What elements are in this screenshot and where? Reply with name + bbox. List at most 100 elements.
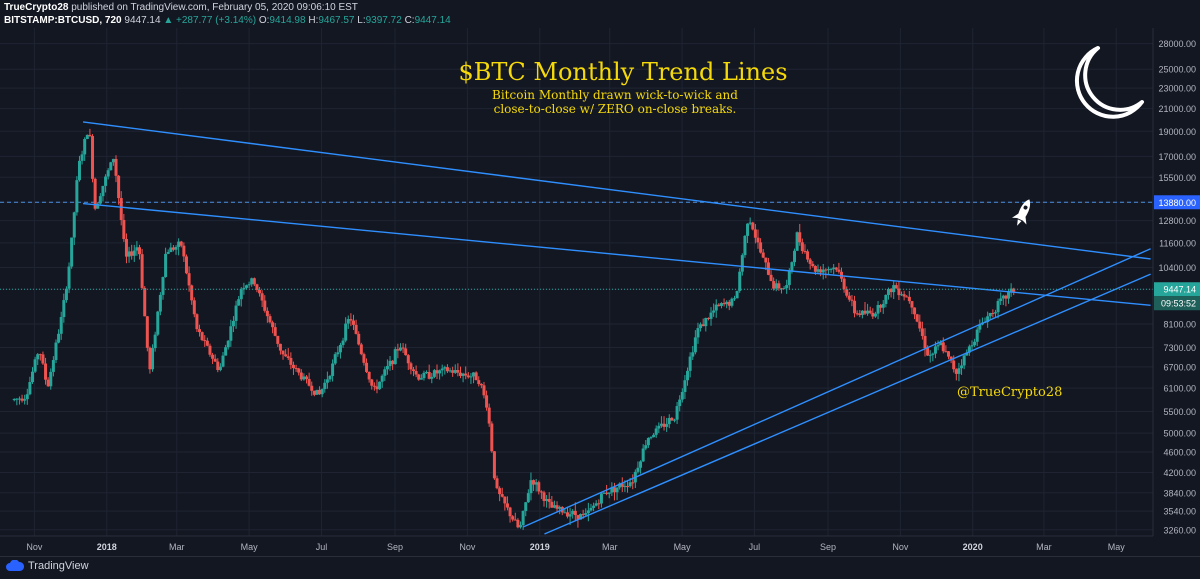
candle bbox=[558, 505, 562, 515]
author-name[interactable]: TrueCrypto28 bbox=[4, 2, 69, 13]
candle-body bbox=[829, 268, 833, 270]
candle-body bbox=[260, 293, 264, 301]
candle-body bbox=[362, 354, 366, 363]
candle-body bbox=[336, 352, 340, 355]
time-tick-label: Nov bbox=[26, 542, 43, 552]
candle-body bbox=[571, 510, 575, 515]
candle bbox=[761, 248, 765, 259]
candle bbox=[456, 363, 460, 377]
candle-body bbox=[910, 301, 914, 308]
candle bbox=[83, 137, 87, 161]
candle-body bbox=[70, 237, 74, 267]
candle-body bbox=[618, 483, 622, 488]
candle-body bbox=[944, 351, 948, 353]
candle bbox=[999, 292, 1003, 305]
candle-body bbox=[72, 212, 76, 238]
brand-label: TradingView bbox=[28, 560, 89, 572]
chart-background bbox=[0, 28, 1200, 556]
candle bbox=[281, 350, 285, 360]
candle bbox=[683, 375, 687, 399]
candle bbox=[458, 366, 462, 379]
candle bbox=[719, 302, 723, 309]
candle-body bbox=[276, 335, 280, 344]
candle bbox=[231, 316, 235, 333]
candle-body bbox=[816, 269, 820, 272]
candle-body bbox=[594, 503, 598, 506]
moon-icon bbox=[1075, 46, 1144, 119]
candle-body bbox=[860, 310, 864, 316]
time-tick-label: Nov bbox=[459, 542, 476, 552]
candle bbox=[302, 373, 306, 381]
candle bbox=[519, 521, 523, 529]
candle-body bbox=[672, 419, 676, 421]
candle bbox=[15, 398, 19, 406]
candle bbox=[414, 365, 418, 378]
candle bbox=[479, 383, 483, 389]
candle-body bbox=[135, 247, 139, 251]
candle bbox=[492, 451, 496, 480]
candle-body bbox=[646, 438, 650, 446]
candle bbox=[730, 297, 734, 308]
candle-body bbox=[751, 222, 755, 230]
candle-body bbox=[169, 247, 173, 253]
candle-body bbox=[552, 505, 556, 508]
candle bbox=[143, 286, 147, 317]
candle-body bbox=[626, 486, 630, 488]
candle bbox=[727, 299, 731, 311]
candle bbox=[344, 317, 348, 343]
candle bbox=[688, 352, 692, 378]
candle-body bbox=[310, 385, 314, 391]
candle bbox=[993, 309, 997, 318]
candle-body bbox=[305, 376, 309, 380]
candle bbox=[806, 249, 810, 263]
candle-body bbox=[255, 284, 259, 290]
candle bbox=[307, 372, 311, 387]
candle bbox=[310, 381, 314, 396]
candle-body bbox=[563, 512, 567, 514]
candle bbox=[920, 321, 924, 340]
candle bbox=[584, 508, 588, 517]
candle-body bbox=[868, 310, 872, 313]
candle bbox=[28, 376, 32, 396]
candle-body bbox=[111, 158, 115, 163]
candle bbox=[576, 514, 580, 528]
candle-body bbox=[177, 241, 181, 247]
candle-body bbox=[993, 312, 997, 314]
price-tick-label: 21000.00 bbox=[1158, 104, 1196, 114]
last-price-tag-text: 9447.14 bbox=[1163, 285, 1196, 295]
candle-body bbox=[57, 333, 61, 343]
candle bbox=[842, 276, 846, 293]
candle-body bbox=[302, 376, 306, 380]
price-tick-label: 12800.00 bbox=[1158, 216, 1196, 226]
candle-body bbox=[312, 390, 316, 395]
candle-body bbox=[41, 354, 45, 364]
candle bbox=[114, 155, 118, 183]
candle-body bbox=[117, 175, 121, 199]
candle bbox=[490, 421, 494, 453]
candle bbox=[970, 340, 974, 351]
candle bbox=[988, 312, 992, 320]
candle bbox=[847, 292, 851, 302]
tradingview-logo[interactable]: TradingView bbox=[6, 560, 89, 572]
candle bbox=[111, 158, 115, 166]
chart-annotation-subtitle: Bitcoin Monthly drawn wick-to-wick and c… bbox=[492, 88, 738, 116]
candle-body bbox=[636, 467, 640, 472]
candle-body bbox=[208, 345, 212, 355]
candle-body bbox=[299, 372, 303, 380]
trend-line-1 bbox=[82, 121, 1151, 260]
candle bbox=[333, 352, 337, 366]
candle-body bbox=[779, 288, 783, 290]
time-tick-label: Sep bbox=[820, 542, 836, 552]
price-chart[interactable]: 28000.00 25000.00 23000.00 21000.00 19000.00… bbox=[0, 28, 1200, 556]
candle bbox=[184, 254, 188, 275]
symbol-label[interactable]: BITSTAMP:BTCUSD, 720 bbox=[4, 15, 122, 26]
candle-body bbox=[503, 496, 507, 504]
candle bbox=[746, 223, 750, 244]
candle bbox=[406, 354, 410, 370]
candle-body bbox=[892, 285, 896, 293]
candle-body bbox=[558, 506, 562, 509]
candle-body bbox=[607, 492, 611, 494]
candle-body bbox=[813, 266, 817, 272]
candle bbox=[740, 253, 744, 276]
candle bbox=[978, 319, 982, 333]
